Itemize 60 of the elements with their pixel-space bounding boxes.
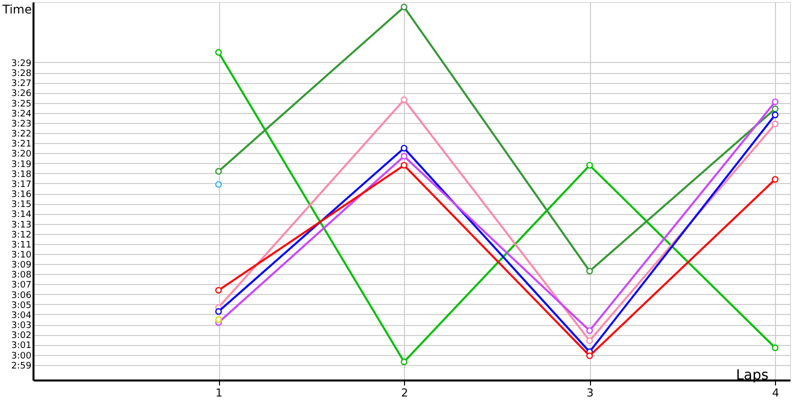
- point: [772, 120, 778, 128]
- y-tick-label: 3:11: [11, 240, 32, 250]
- y-tick-label: 3:07: [11, 280, 32, 291]
- point: [586, 268, 593, 274]
- point: [772, 344, 778, 352]
- y-tick-label: 3:02: [11, 331, 32, 342]
- y-tick-label: 3:29: [11, 58, 32, 69]
- y-tick-label: 3:24: [11, 109, 32, 120]
- y-tick-label: 3:10: [11, 250, 32, 260]
- point: [400, 358, 408, 366]
- y-tick-label: 3:21: [11, 140, 32, 150]
- y-tick-label: 3:01: [11, 341, 32, 352]
- point: [772, 112, 778, 118]
- point: [586, 162, 593, 169]
- y-tick-label: 3:15: [11, 200, 32, 210]
- y-tick-label: 3:20: [11, 150, 32, 160]
- y-tick-label: 3:00: [11, 351, 32, 362]
- y-tick-label: 3:22: [11, 130, 32, 140]
- y-tick-label: 3:25: [11, 99, 32, 110]
- y-tick-label: 3:04: [11, 310, 32, 321]
- y-tick-label: 3:09: [11, 260, 32, 271]
- point: [215, 168, 222, 175]
- y-tick-label: 3:12: [11, 230, 32, 240]
- y-tick-label: 3:08: [11, 270, 32, 281]
- y-tick-label: 3:03: [11, 321, 32, 332]
- point: [215, 49, 222, 56]
- y-tick-label: 3:05: [11, 300, 32, 311]
- point: [586, 352, 593, 360]
- x-axis-title: Laps: [736, 368, 768, 384]
- y-axis-title: Time: [2, 2, 32, 16]
- y-tick-label: 3:19: [11, 160, 32, 170]
- point: [400, 144, 408, 152]
- point: [400, 162, 408, 169]
- point: [215, 181, 222, 188]
- y-tick-label: 3:23: [11, 119, 32, 130]
- y-tick-label: 3:27: [11, 79, 32, 90]
- point: [772, 106, 778, 112]
- point: [586, 337, 593, 344]
- y-tick-label: 3:28: [11, 69, 32, 80]
- y-tick-label: 3:06: [11, 290, 32, 301]
- point: [400, 152, 408, 160]
- y-tick-label: 3:16: [11, 190, 32, 200]
- x-tick-label: 2: [401, 386, 408, 400]
- x-tick-label: 1: [216, 386, 223, 400]
- y-tick-label: 3:26: [11, 89, 32, 100]
- point: [215, 308, 222, 315]
- point: [400, 96, 408, 104]
- y-tick-label: 3:13: [11, 220, 32, 230]
- x-tick-label: 4: [772, 386, 780, 400]
- y-tick-label: 3:18: [11, 170, 32, 180]
- point: [772, 98, 778, 106]
- x-tick-label: 3: [586, 386, 594, 400]
- y-tick-label: 2:59: [11, 361, 32, 372]
- point: [772, 176, 778, 183]
- point: [215, 286, 222, 294]
- point: [400, 4, 408, 10]
- y-tick-label: 3:17: [11, 180, 32, 190]
- y-tick-label: 3:14: [11, 210, 32, 220]
- point: [586, 327, 593, 334]
- point: [215, 316, 222, 323]
